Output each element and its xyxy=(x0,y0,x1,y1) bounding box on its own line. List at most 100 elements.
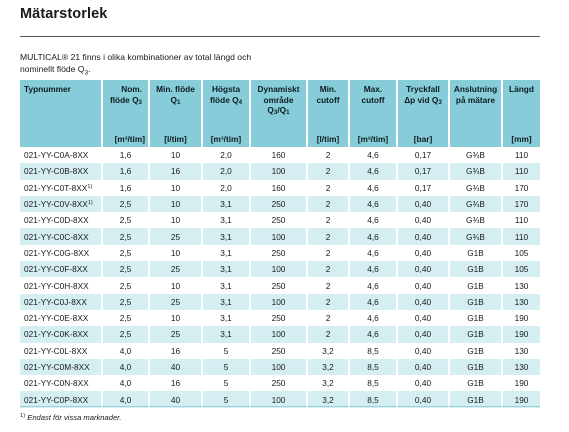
cell-max-cutoff: 8,5 xyxy=(349,391,398,408)
cell-hogsta-flode: 5 xyxy=(202,391,251,408)
cell-langd: 130 xyxy=(502,342,540,359)
cell-max-cutoff: 4,6 xyxy=(349,147,398,164)
cell-tryckfall: 0,40 xyxy=(397,228,450,245)
cell-max-cutoff: 4,6 xyxy=(349,212,398,229)
col-header-langd: Längd xyxy=(502,80,540,133)
cell-hogsta-flode: 5 xyxy=(202,375,251,392)
intro-text: MULTICAL® 21 finns i olika kombinationer… xyxy=(20,52,350,79)
cell-anslutning: G1B xyxy=(449,342,503,359)
table-row: 021-YY-C0J-8XX 2,5 25 3,1 100 2 4,6 0,40 G1B 130 xyxy=(20,293,540,310)
cell-typnummer: 021-YY-C0P-8XX xyxy=(20,391,103,408)
col-header-nom-flode: Nom. flöde Q3 xyxy=(102,80,150,133)
cell-max-cutoff: 4,6 xyxy=(349,293,398,310)
cell-max-cutoff: 4,6 xyxy=(349,195,398,213)
cell-langd: 190 xyxy=(502,391,540,408)
table-row: 021-YY-C0L-8XX 4,0 16 5 250 3,2 8,5 0,40 G1B 130 xyxy=(20,342,540,359)
cell-min-cutoff: 3,2 xyxy=(307,342,350,359)
cell-nom-flode: 2,5 xyxy=(102,277,150,294)
table-row: 021-YY-C0F-8XX 2,5 25 3,1 100 2 4,6 0,40 G1B 105 xyxy=(20,261,540,278)
cell-tryckfall: 0,40 xyxy=(397,261,450,278)
cell-hogsta-flode: 3,1 xyxy=(202,309,251,327)
cell-dynamiskt-omrade: 250 xyxy=(250,342,308,359)
col-header-min-cutoff: Min. cutoff xyxy=(307,80,350,133)
cell-anslutning: G¾B xyxy=(449,179,503,196)
cell-min-flode: 25 xyxy=(149,326,203,343)
cell-max-cutoff: 4,6 xyxy=(349,309,398,327)
cell-dynamiskt-omrade: 100 xyxy=(250,358,308,376)
intro-line-2: nominellt flöde Q3. xyxy=(20,63,91,77)
cell-anslutning: G1B xyxy=(449,293,503,310)
cell-min-cutoff: 2 xyxy=(307,244,350,262)
table-units-row: [m³/tim] [l/tim] [m³/tim] [l/tim] [m³/ti… xyxy=(20,133,540,147)
table-row: 021-YY-C0D-8XX 2,5 10 3,1 250 2 4,6 0,40 G¾B 110 xyxy=(20,212,540,229)
cell-nom-flode: 2,5 xyxy=(102,261,150,278)
cell-hogsta-flode: 2,0 xyxy=(202,163,251,180)
cell-typnummer: 021-YY-C0D-8XX xyxy=(20,212,103,229)
footnote-ref: 1) xyxy=(87,200,93,207)
cell-min-cutoff: 2 xyxy=(307,163,350,180)
cell-tryckfall: 0,40 xyxy=(397,342,450,359)
cell-nom-flode: 4,0 xyxy=(102,358,150,376)
cell-min-cutoff: 2 xyxy=(307,309,350,327)
cell-min-flode: 10 xyxy=(149,244,203,262)
table-row: 021-YY-C0V-8XX1) 2,5 10 3,1 250 2 4,6 0,40 G¾B 17… xyxy=(20,195,540,213)
unit-typnummer xyxy=(20,133,103,147)
cell-tryckfall: 0,40 xyxy=(397,326,450,343)
cell-nom-flode: 4,0 xyxy=(102,375,150,392)
cell-min-flode: 16 xyxy=(149,342,203,359)
cell-dynamiskt-omrade: 250 xyxy=(250,309,308,327)
cell-max-cutoff: 8,5 xyxy=(349,358,398,376)
unit-min-flode: [l/tim] xyxy=(149,133,203,147)
cell-typnummer: 021-YY-C0F-8XX xyxy=(20,261,103,278)
cell-min-cutoff: 2 xyxy=(307,293,350,310)
cell-anslutning: G1B xyxy=(449,244,503,262)
cell-typnummer: 021-YY-C0N-8XX xyxy=(20,375,103,392)
cell-langd: 190 xyxy=(502,326,540,343)
cell-dynamiskt-omrade: 100 xyxy=(250,391,308,408)
cell-langd: 190 xyxy=(502,375,540,392)
col-header-tryckfall: Tryckfall Δp vid Q3 xyxy=(397,80,450,133)
cell-anslutning: G1B xyxy=(449,358,503,376)
cell-hogsta-flode: 2,0 xyxy=(202,147,251,164)
cell-anslutning: G¾B xyxy=(449,163,503,180)
cell-tryckfall: 0,40 xyxy=(397,277,450,294)
unit-min-cutoff: [l/tim] xyxy=(307,133,350,147)
cell-typnummer: 021-YY-C0J-8XX xyxy=(20,293,103,310)
cell-anslutning: G¾B xyxy=(449,228,503,245)
cell-max-cutoff: 4,6 xyxy=(349,277,398,294)
cell-dynamiskt-omrade: 160 xyxy=(250,147,308,164)
cell-min-flode: 40 xyxy=(149,391,203,408)
cell-nom-flode: 4,0 xyxy=(102,342,150,359)
cell-min-flode: 10 xyxy=(149,212,203,229)
cell-anslutning: G¾B xyxy=(449,212,503,229)
cell-min-cutoff: 3,2 xyxy=(307,375,350,392)
cell-hogsta-flode: 3,1 xyxy=(202,228,251,245)
cell-dynamiskt-omrade: 250 xyxy=(250,212,308,229)
cell-typnummer: 021-YY-C0B-8XX xyxy=(20,163,103,180)
meter-size-table: Typnummer Nom. flöde Q3 Min. flöde Q1 Hö… xyxy=(20,80,540,408)
cell-nom-flode: 4,0 xyxy=(102,391,150,408)
cell-typnummer: 021-YY-C0L-8XX xyxy=(20,342,103,359)
table-row: 021-YY-C0C-8XX 2,5 25 3,1 100 2 4,6 0,40 G¾B 110 xyxy=(20,228,540,245)
cell-dynamiskt-omrade: 250 xyxy=(250,375,308,392)
cell-min-cutoff: 2 xyxy=(307,228,350,245)
cell-max-cutoff: 8,5 xyxy=(349,342,398,359)
cell-dynamiskt-omrade: 250 xyxy=(250,195,308,213)
cell-hogsta-flode: 5 xyxy=(202,358,251,376)
cell-typnummer: 021-YY-C0V-8XX1) xyxy=(20,195,103,213)
cell-hogsta-flode: 2,0 xyxy=(202,179,251,196)
cell-min-flode: 25 xyxy=(149,261,203,278)
table-row: 021-YY-C0M-8XX 4,0 40 5 100 3,2 8,5 0,40 G1B 130 xyxy=(20,358,540,376)
table-row: 021-YY-C0H-8XX 2,5 10 3,1 250 2 4,6 0,40 G1B 130 xyxy=(20,277,540,294)
table-body: 021-YY-C0A-8XX 1,6 10 2,0 160 2 4,6 0,17 G¾B 110 0… xyxy=(20,147,540,408)
cell-min-flode: 25 xyxy=(149,228,203,245)
cell-hogsta-flode: 3,1 xyxy=(202,277,251,294)
cell-nom-flode: 1,6 xyxy=(102,179,150,196)
unit-tryckfall: [bar] xyxy=(397,133,450,147)
cell-dynamiskt-omrade: 100 xyxy=(250,261,308,278)
table-row: 021-YY-C0T-8XX1) 1,6 10 2,0 160 2 4,6 0,17 G¾B 17… xyxy=(20,179,540,196)
cell-tryckfall: 0,17 xyxy=(397,163,450,180)
cell-anslutning: G1B xyxy=(449,277,503,294)
cell-max-cutoff: 4,6 xyxy=(349,244,398,262)
cell-min-cutoff: 3,2 xyxy=(307,391,350,408)
